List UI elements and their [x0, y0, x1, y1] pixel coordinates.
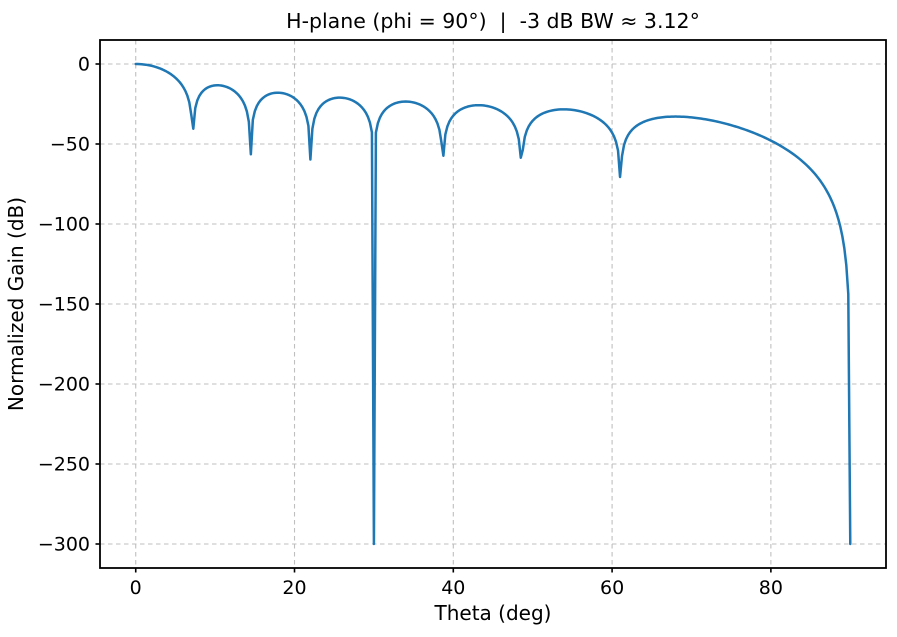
y-tick-label: −250	[38, 454, 90, 476]
gain-curve	[134, 62, 852, 546]
x-axis-label: Theta (deg)	[434, 601, 552, 625]
axis-ticks	[95, 63, 772, 573]
x-tick-label: 20	[282, 577, 306, 599]
x-tick-label: 40	[441, 577, 465, 599]
x-tick-label: 60	[600, 577, 624, 599]
y-tick-label: −100	[38, 214, 90, 236]
x-tick-label: 80	[759, 577, 783, 599]
chart-title: H-plane (phi = 90°) | -3 dB BW ≈ 3.12°	[286, 9, 700, 34]
y-tick-label: 0	[78, 54, 90, 76]
tick-labels: 0 20 40 60 80 0 −50 −100 −150 −200 −250 −300	[38, 54, 783, 600]
y-tick-label: −150	[38, 294, 90, 316]
y-axis-label: Normalized Gain (dB)	[4, 197, 28, 411]
series-layer	[134, 62, 852, 546]
y-tick-label: −300	[38, 534, 90, 556]
y-tick-label: −50	[50, 134, 90, 156]
y-tick-label: −200	[38, 374, 90, 396]
gridlines	[100, 40, 886, 568]
x-tick-label: 0	[130, 577, 142, 599]
